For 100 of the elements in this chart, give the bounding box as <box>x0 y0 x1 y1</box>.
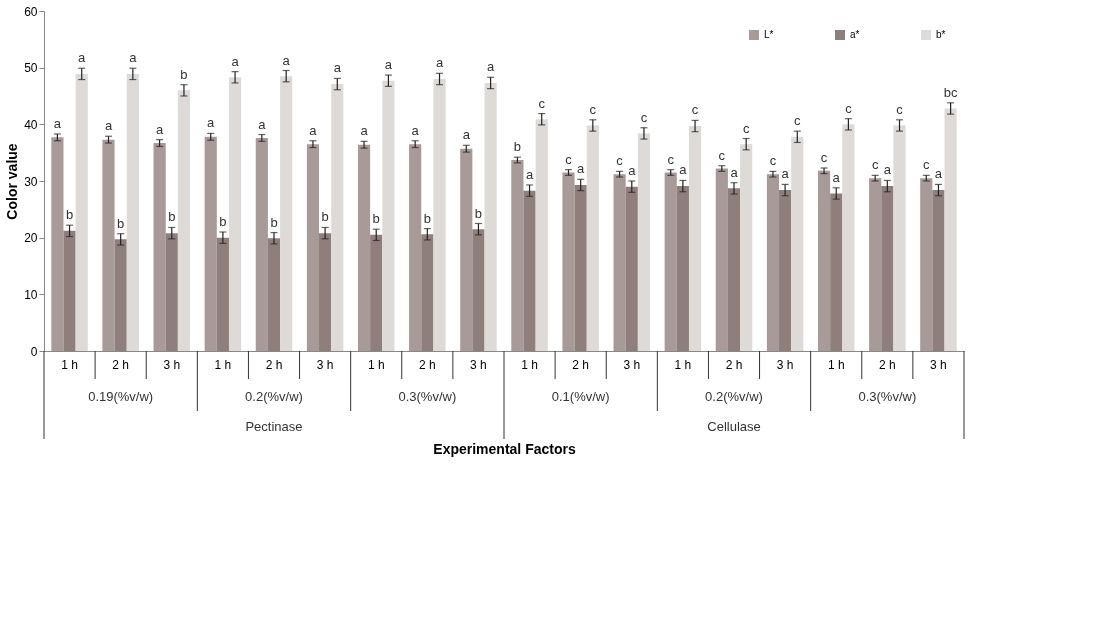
data-label: c <box>794 113 802 129</box>
x-tick-label: 3 h <box>163 357 181 372</box>
y-tick-label: 0 <box>30 344 38 359</box>
data-label: a <box>104 118 113 134</box>
data-label: c <box>871 157 879 173</box>
data-label: c <box>923 157 931 173</box>
bar <box>433 79 446 351</box>
bar <box>944 108 957 351</box>
data-label: c <box>640 109 648 125</box>
y-tick-label: 10 <box>24 287 38 302</box>
y-tick-label: 50 <box>24 61 38 76</box>
data-label: a <box>487 59 495 75</box>
data-label: b <box>474 205 483 221</box>
legend-label: L* <box>764 29 774 40</box>
data-label: c <box>845 100 853 116</box>
bar <box>893 125 906 351</box>
data-label: a <box>883 162 892 178</box>
data-label: b <box>513 139 521 155</box>
y-tick-label: 40 <box>24 117 38 132</box>
x-tick-label: 2 h <box>572 357 590 372</box>
data-label: b <box>321 209 329 225</box>
data-label: a <box>628 163 637 178</box>
data-label: a <box>207 115 216 131</box>
data-label: b <box>270 214 278 230</box>
text: Cellulase <box>707 419 761 434</box>
bar <box>280 76 293 351</box>
data-label: c <box>742 120 750 136</box>
y-tick-label: 60 <box>24 4 38 19</box>
bar <box>842 124 855 351</box>
x-tick-label: 2 h <box>878 357 896 372</box>
bar <box>126 73 139 351</box>
bar <box>177 90 191 351</box>
data-label: a <box>129 50 138 66</box>
bar <box>75 73 88 351</box>
data-label: b <box>180 66 188 82</box>
x-tick-label: 3 h <box>470 357 487 372</box>
x-tick-label: 3 h <box>776 357 794 372</box>
y-tick-label: 30 <box>24 174 38 189</box>
data-label: c <box>589 101 597 117</box>
text: 0.2(%v/w) <box>705 389 763 404</box>
x-tick-label: 2 h <box>418 357 436 372</box>
data-label: a <box>282 52 291 68</box>
bar <box>637 133 651 351</box>
x-tick-label: 3 h <box>316 357 334 372</box>
data-label: a <box>462 127 471 143</box>
bar <box>382 80 395 351</box>
y-axis-title: Color value <box>4 143 21 220</box>
bar <box>586 125 599 351</box>
data-label: c <box>565 151 573 167</box>
text: 0.3(%v/w) <box>398 389 457 404</box>
text: 0.1(%v/w) <box>551 389 610 404</box>
data-label: a <box>78 50 87 66</box>
data-label: a <box>435 55 444 71</box>
data-label: b <box>423 210 431 226</box>
data-label: bc <box>943 84 958 100</box>
bar <box>740 144 753 351</box>
x-tick-label: 2 h <box>112 357 130 372</box>
data-label: a <box>832 169 841 185</box>
data-label: c <box>667 151 675 167</box>
data-label: a <box>384 57 393 73</box>
data-label: c <box>718 147 726 163</box>
data-label: c <box>769 153 777 169</box>
bar <box>535 119 548 351</box>
data-label: c <box>616 153 624 169</box>
x-tick-label: 3 h <box>930 357 947 372</box>
y-tick-label: 20 <box>24 231 38 246</box>
x-tick-label: 1 h <box>827 357 845 372</box>
legend-label: a* <box>850 29 860 40</box>
data-label: b <box>372 211 380 227</box>
data-label: a <box>360 123 369 139</box>
text: 0.19(%v/w) <box>88 389 154 404</box>
data-label: a <box>781 166 790 182</box>
x-tick-label: 1 h <box>521 357 538 372</box>
data-label: a <box>309 122 318 138</box>
x-tick-label: 1 h <box>367 357 385 372</box>
data-label: a <box>730 164 739 180</box>
legend-label: b* <box>936 29 946 40</box>
bar <box>484 82 497 351</box>
x-tick-label: 3 h <box>623 357 641 372</box>
x-tick-label: 1 h <box>214 357 232 372</box>
data-label: a <box>411 122 420 138</box>
text: Pectinase <box>245 419 303 434</box>
data-label: a <box>53 115 62 131</box>
data-label: c <box>538 95 546 111</box>
data-label: a <box>155 121 164 137</box>
data-label: c <box>820 149 828 165</box>
data-label: a <box>231 53 240 69</box>
data-label: c <box>896 101 904 117</box>
bar <box>688 126 702 351</box>
text: 0.2(%v/w) <box>245 389 303 404</box>
text: 0.3(%v/w) <box>858 389 917 404</box>
data-label: a <box>679 162 688 178</box>
data-label: a <box>333 60 342 76</box>
data-label: a <box>525 166 534 182</box>
data-label: b <box>65 207 74 223</box>
bar <box>791 136 804 351</box>
bar <box>331 84 344 351</box>
x-tick-label: 2 h <box>725 357 743 372</box>
x-tick-label: 2 h <box>265 357 283 372</box>
x-tick-label: 1 h <box>674 357 692 372</box>
